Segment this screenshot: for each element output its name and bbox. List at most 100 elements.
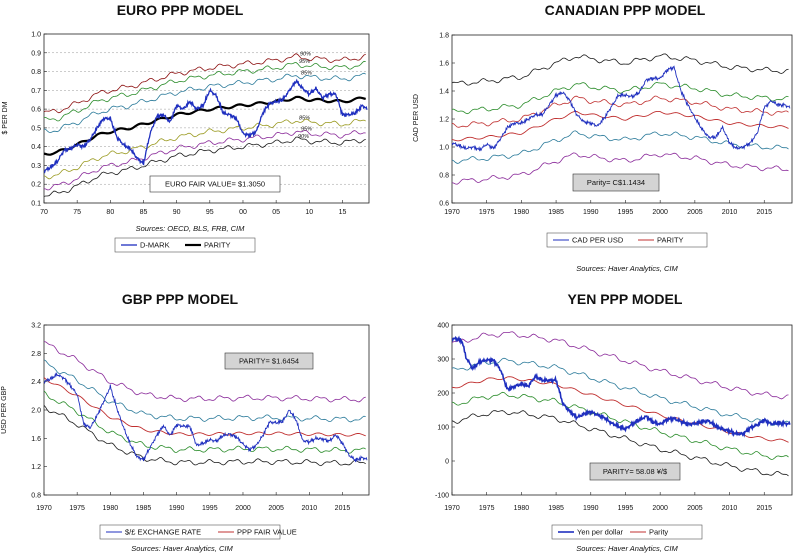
band-line — [44, 341, 366, 403]
y-tick-label: 1.6 — [31, 436, 41, 443]
x-tick-label: 1995 — [202, 505, 218, 512]
x-tick-label: 1975 — [69, 505, 85, 512]
source-note: Sources: Haver Analytics, CIM — [576, 264, 678, 273]
y-tick-label: 1.0 — [31, 32, 41, 39]
y-tick-label: 2.8 — [31, 351, 41, 358]
x-tick-label: 1975 — [479, 505, 495, 512]
x-tick-label: 1985 — [548, 209, 564, 216]
x-tick-label: 1980 — [514, 505, 530, 512]
x-tick-label: 1980 — [514, 209, 530, 216]
exchange-rate-line — [44, 78, 368, 174]
band-line — [44, 405, 366, 467]
y-axis-label: $ PER DM — [2, 101, 9, 134]
band-label: 85% — [301, 70, 312, 76]
x-tick-label: 70 — [40, 209, 48, 216]
fair-value-box — [224, 352, 314, 370]
band-line — [452, 391, 789, 460]
band-line — [44, 390, 366, 454]
x-tick-label: 2005 — [687, 209, 703, 216]
x-tick-label: 2000 — [652, 209, 668, 216]
y-tick-label: 0.8 — [31, 493, 41, 500]
canadian-chart: CANADIAN PPP MODEL 0.6 0.8 1.0 1.2 1.4 1.6 1.8 1… — [413, 2, 793, 273]
y-tick-label: 0.9 — [31, 50, 41, 57]
euro-chart: EURO PPP MODEL 0.1 0.2 0.3 0.4 0.5 0.6 0.7 0.8 0.… — [2, 2, 370, 253]
fair-value-box — [589, 462, 681, 481]
y-tick-label: 1.0 — [439, 145, 449, 152]
y-tick-label: 400 — [437, 323, 449, 330]
band-line — [452, 410, 789, 477]
legend-label: PPP FAIR VALUE — [237, 528, 297, 537]
x-tick-label: 2000 — [235, 505, 251, 512]
chart-title: EURO PPP MODEL — [117, 2, 244, 18]
band-line — [452, 81, 789, 115]
exchange-rate-line — [452, 335, 791, 438]
x-tick-label: 1970 — [444, 505, 460, 512]
x-tick-label: 2000 — [652, 505, 668, 512]
x-tick-label: 1970 — [444, 209, 460, 216]
y-tick-label: 1.2 — [31, 464, 41, 471]
chart-title: GBP PPP MODEL — [122, 291, 239, 307]
legend-label: Yen per dollar — [577, 528, 624, 537]
yen-chart: YEN PPP MODEL -100 0 100 200 300 400 1970 1975 19… — [435, 291, 793, 553]
y-tick-label: 100 — [437, 425, 449, 432]
plot-marks — [44, 53, 368, 197]
x-tick-label: 1975 — [479, 209, 495, 216]
x-tick-label: 90 — [173, 209, 181, 216]
x-tick-label: 95 — [206, 209, 214, 216]
y-tick-label: 1.6 — [439, 61, 449, 68]
y-tick-label: 0.3 — [31, 163, 41, 170]
band-label: 90% — [300, 52, 311, 58]
plot-marks — [452, 331, 791, 477]
legend: Yen per dollar Parity — [551, 524, 703, 540]
band-line — [44, 118, 366, 180]
x-tick-label: 2010 — [302, 505, 318, 512]
legend-box — [546, 232, 708, 248]
legend: $/£ EXCHANGE RATE PPP FAIR VALUE — [99, 524, 297, 540]
band-label: 90% — [298, 134, 309, 140]
parity-line — [44, 377, 366, 437]
y-tick-label: 0.1 — [31, 201, 41, 208]
gbp-chart: GBP PPP MODEL 0.8 1.2 1.6 2.0 2.4 2.8 3.2 1970 19… — [1, 291, 370, 553]
x-tick-label: 1990 — [169, 505, 185, 512]
x-tick-label: 1985 — [136, 505, 152, 512]
fair-value-box — [572, 173, 660, 192]
legend-box — [99, 524, 281, 540]
x-tick-label: 2010 — [722, 505, 738, 512]
legend: D-MARK PARITY — [114, 237, 256, 253]
y-tick-label: 1.4 — [439, 89, 449, 96]
fair-value-label: PARITY= 58.08 ¥/$ — [603, 467, 668, 476]
x-tick-label: 2010 — [722, 209, 738, 216]
fair-value-label: EURO FAIR VALUE= $1.3050 — [165, 180, 265, 189]
legend-label: PARITY — [204, 241, 231, 250]
y-tick-label: 0.7 — [31, 88, 41, 95]
chart-title: YEN PPP MODEL — [568, 291, 683, 307]
legend-label: CAD PER USD — [572, 236, 624, 245]
band-line — [452, 95, 789, 128]
legend-label: Parity — [649, 528, 668, 537]
x-tick-label: 2005 — [687, 505, 703, 512]
source-note: Sources: OECD, BLS, FRB, CIM — [136, 224, 246, 233]
x-tick-label: 75 — [73, 209, 81, 216]
y-tick-label: 0.8 — [439, 173, 449, 180]
y-tick-label: 0.2 — [31, 182, 41, 189]
y-tick-label: 2.0 — [31, 408, 41, 415]
parity-line — [452, 110, 789, 142]
fair-value-label: PARITY= $1.6454 — [239, 357, 299, 366]
legend: CAD PER USD PARITY — [546, 232, 708, 248]
band-line — [44, 72, 366, 134]
exchange-rate-line — [44, 371, 368, 463]
band-line — [44, 359, 366, 423]
y-tick-label: 3.2 — [31, 323, 41, 330]
x-tick-label: 2015 — [335, 505, 351, 512]
x-tick-label: 1995 — [618, 505, 634, 512]
x-tick-label: 15 — [339, 209, 347, 216]
x-tick-label: 1995 — [618, 209, 634, 216]
y-axis-label: CAD PER USD — [413, 94, 420, 142]
band-line — [452, 152, 789, 185]
band-label: 95% — [301, 127, 312, 133]
y-axis-label: USD PER GBP — [1, 386, 8, 434]
band-line — [44, 53, 366, 114]
band-line — [44, 129, 366, 191]
plot-marks — [44, 341, 368, 467]
x-tick-label: 05 — [272, 209, 280, 216]
